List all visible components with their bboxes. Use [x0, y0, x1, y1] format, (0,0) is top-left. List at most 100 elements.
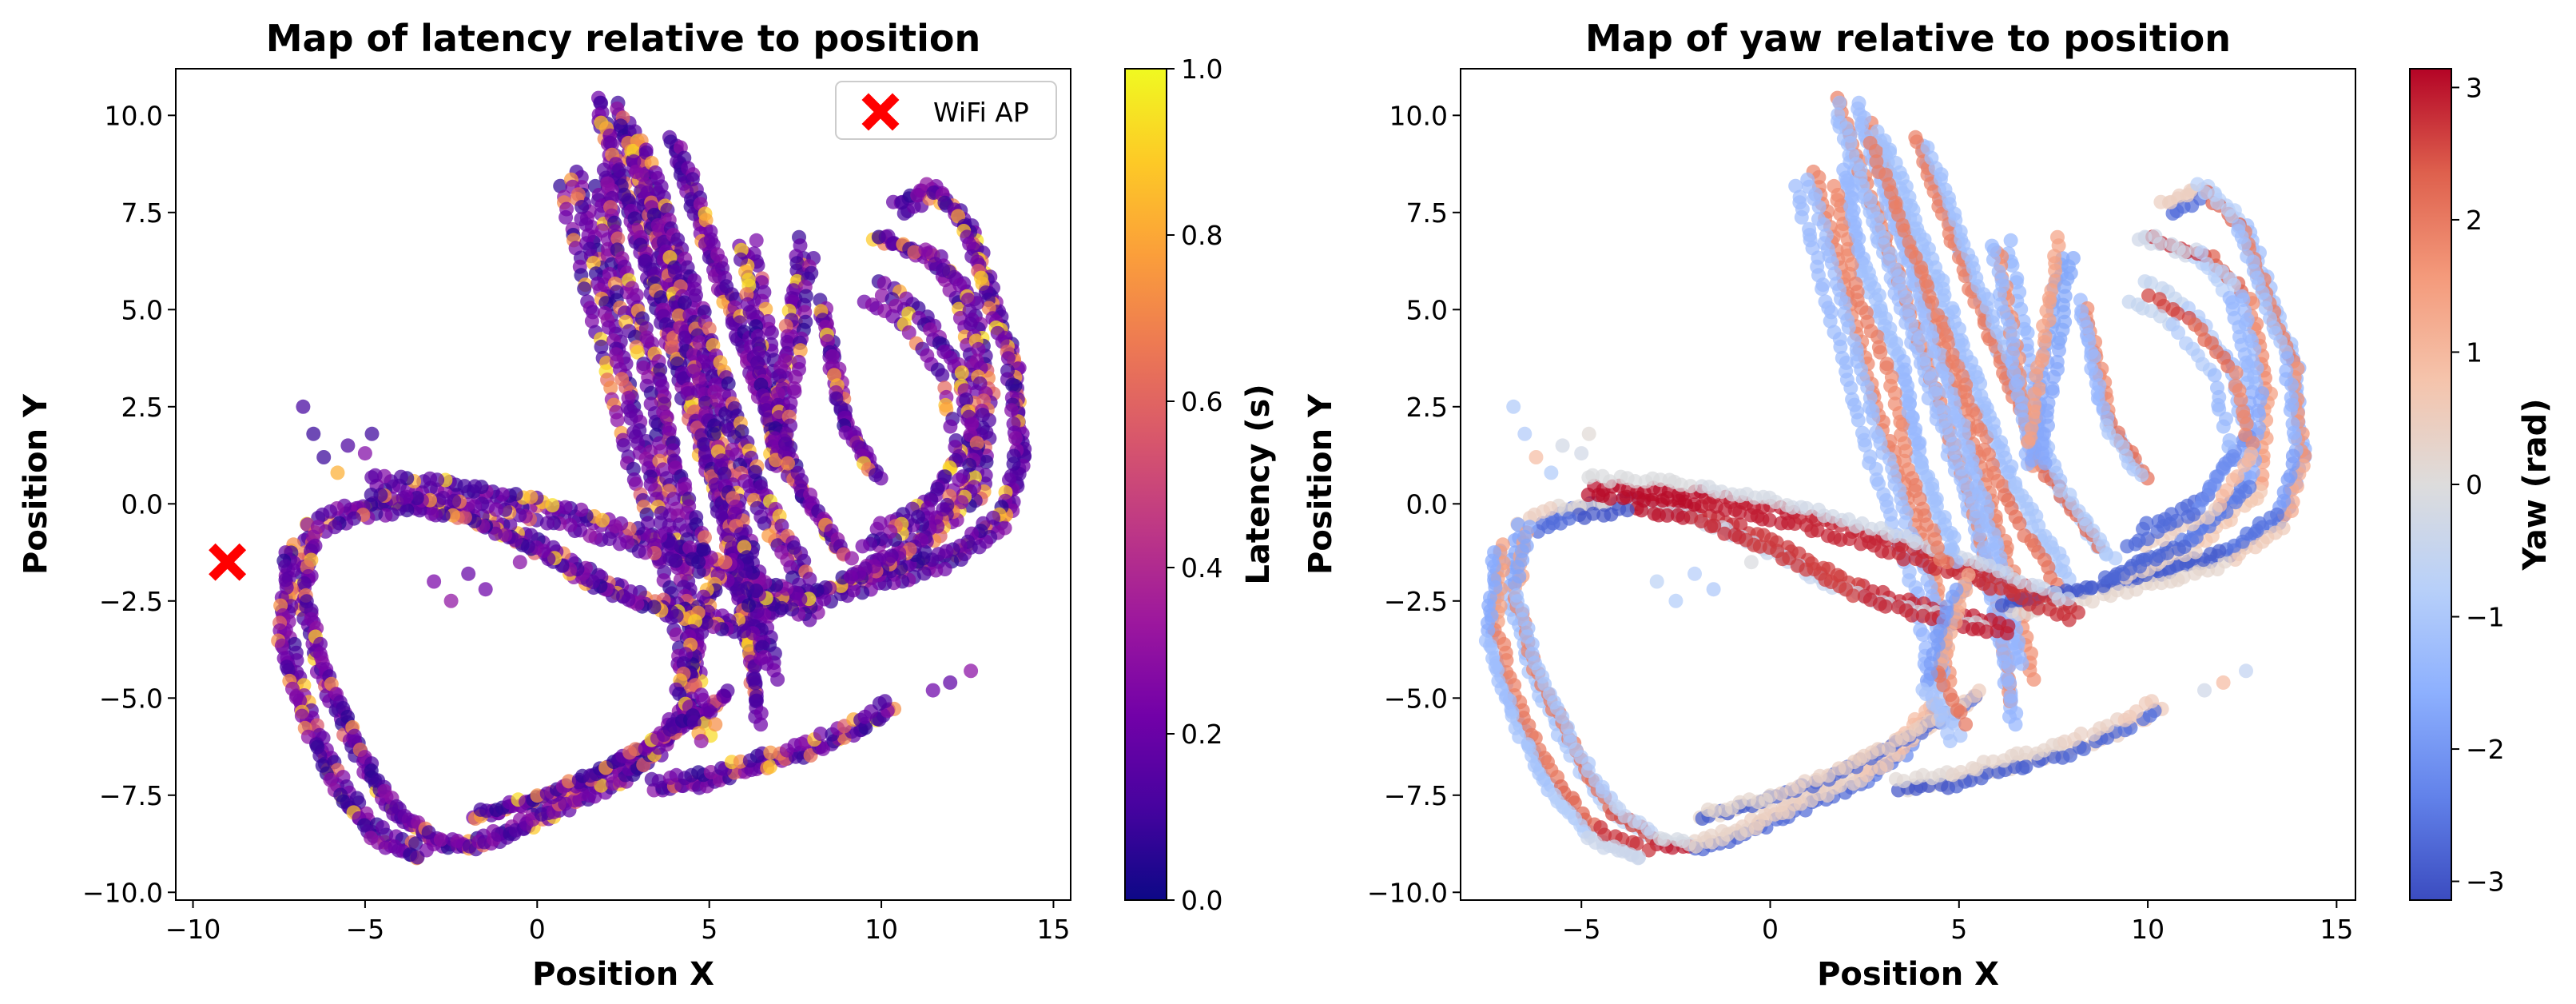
yaw-point — [1851, 412, 1866, 428]
latency-point — [280, 663, 296, 678]
latency-point — [610, 231, 626, 246]
latency-point — [762, 759, 777, 775]
latency-point — [594, 778, 609, 793]
y-tick-label: 2.5 — [121, 392, 163, 423]
y-tick-label: 0.0 — [121, 488, 163, 520]
yaw-point — [1823, 313, 1838, 329]
latency-point — [1008, 431, 1024, 446]
latency-point — [733, 252, 748, 267]
yaw-point — [1841, 320, 1856, 335]
latency-point — [659, 410, 674, 425]
yaw-point — [1987, 424, 2002, 439]
latency-point — [702, 321, 717, 337]
yaw-point — [2086, 349, 2101, 364]
y-tick-label: −2.5 — [99, 586, 163, 617]
yaw-point — [1862, 193, 1878, 208]
latency-y-label: Position Y — [18, 393, 54, 575]
yaw-point — [2061, 572, 2077, 587]
yaw-point — [2031, 518, 2046, 533]
latency-point — [698, 213, 714, 228]
yaw-point — [1727, 528, 1743, 543]
yaw-point — [2238, 317, 2253, 332]
x-tick-label: 0 — [529, 914, 546, 945]
yaw-point — [2149, 552, 2164, 567]
latency-point — [706, 427, 722, 442]
latency-point — [512, 555, 527, 570]
yaw-point — [1811, 502, 1827, 517]
latency-point — [629, 288, 644, 303]
latency-point — [698, 395, 714, 410]
yaw-point — [2107, 569, 2122, 584]
latency-point — [610, 412, 625, 428]
latency-point — [408, 836, 423, 851]
yaw-point — [1990, 624, 2005, 639]
latency-point — [616, 438, 631, 453]
latency-point — [680, 386, 695, 401]
yaw-point — [1934, 206, 1950, 221]
latency-point — [433, 832, 448, 847]
yaw-point — [2025, 452, 2040, 468]
yaw-point — [1908, 552, 1923, 567]
yaw-point — [2252, 408, 2267, 422]
latency-point — [764, 325, 779, 341]
latency-point — [578, 217, 594, 232]
yaw-point — [1897, 223, 1912, 238]
yaw-point — [1868, 143, 1883, 158]
latency-point — [357, 446, 372, 461]
latency-point — [868, 468, 883, 483]
yaw-point — [2025, 577, 2040, 592]
latency-point — [274, 638, 289, 653]
yaw-point — [2150, 524, 2165, 540]
latency-point — [781, 456, 795, 471]
latency-point — [753, 706, 769, 721]
latency-point — [952, 472, 967, 488]
latency-point — [651, 774, 666, 789]
latency-point — [825, 349, 840, 364]
latency-point — [720, 683, 735, 699]
yaw-point — [1811, 200, 1827, 214]
latency-point — [759, 656, 774, 671]
yaw-point — [2284, 377, 2299, 392]
yaw-point — [2134, 468, 2149, 483]
yaw-point — [2053, 472, 2068, 488]
latency-point — [877, 694, 892, 709]
yaw-point — [2137, 229, 2153, 245]
yaw-point — [1994, 581, 2009, 596]
yaw-point — [2081, 334, 2097, 349]
latency-point — [793, 343, 808, 358]
yaw-point — [2002, 464, 2017, 480]
y-tick-label: 10.0 — [105, 100, 163, 131]
latency-point — [296, 399, 311, 414]
latency-point — [488, 526, 503, 541]
y-tick-label: 7.5 — [121, 197, 163, 229]
latency-point — [664, 341, 679, 356]
latency-x-label: Position X — [532, 956, 714, 993]
latency-point — [626, 143, 641, 158]
latency-point — [467, 479, 483, 494]
x-tick-label: −10 — [165, 914, 221, 945]
yaw-point — [2013, 301, 2029, 317]
yaw-point — [1816, 217, 1831, 232]
x-tick-label: 15 — [1036, 914, 1070, 945]
yaw-point — [1596, 508, 1612, 523]
latency-point — [626, 461, 641, 476]
latency-point — [447, 493, 462, 508]
latency-point — [797, 553, 812, 568]
latency-point — [923, 245, 938, 260]
latency-point — [594, 339, 609, 354]
y-tick-label: −7.5 — [99, 780, 163, 811]
x-tick-label: −5 — [346, 914, 385, 945]
yaw-point — [2046, 369, 2061, 384]
yaw-point — [1910, 341, 1926, 356]
latency-point — [855, 539, 870, 554]
yaw-point — [1794, 209, 1809, 225]
latency-point — [316, 450, 332, 464]
yaw-point — [1832, 95, 1847, 110]
yaw-point — [1947, 395, 1962, 410]
wifi-ap-point — [209, 543, 247, 581]
latency-colorbar-ticks: 0.00.20.40.60.81.0 — [1167, 54, 1222, 916]
yaw-point — [2027, 386, 2042, 401]
latency-point — [678, 330, 693, 345]
yaw-point — [2283, 403, 2298, 418]
latency-point — [770, 672, 785, 687]
